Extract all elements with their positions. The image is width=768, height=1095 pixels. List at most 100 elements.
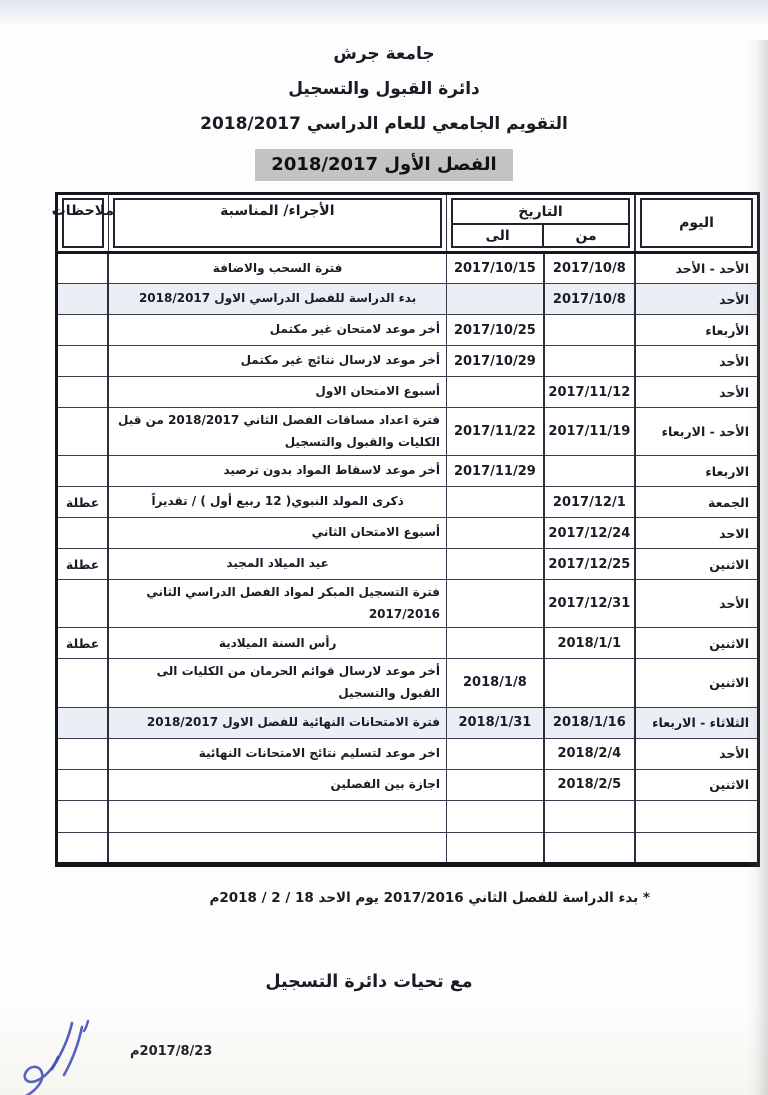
cell-date-from: 2018/2/4 xyxy=(542,737,636,770)
cell-event: اخر موعد لتسليم نتائج الامتحانات النهائي… xyxy=(107,737,448,770)
cell-event: أخر موعد لارسال قوائم الحرمان من الكليات… xyxy=(107,658,448,708)
table-row xyxy=(56,799,759,833)
cell-notes xyxy=(56,283,110,315)
cell-event: ذكرى المولد النبوي( 12 ربيع أول ) / تقدي… xyxy=(107,486,448,519)
cell-day xyxy=(633,799,759,833)
cell-date-to: 2018/1/31 xyxy=(446,706,545,739)
cell-date-to xyxy=(446,579,545,629)
header-cell-notes: ملاحظات xyxy=(52,193,114,254)
cell-date-to: 2018/1/8 xyxy=(446,658,545,708)
document-header: جامعة جرش دائرة القبول والتسجيل التقويم … xyxy=(0,0,768,181)
header-cell-date: التاريخ من الى xyxy=(446,193,635,254)
table-row: الأحد 2017/10/29 أخر موعد لارسال نتائج غير… xyxy=(56,345,759,377)
cell-event xyxy=(107,831,448,865)
calendar-table: اليوم التاريخ من الى الأجراء/ المناسبة xyxy=(52,192,760,867)
cell-notes xyxy=(56,345,110,377)
cell-date-to xyxy=(446,517,545,550)
cell-date-from: 2017/11/19 xyxy=(542,406,636,457)
cell-notes xyxy=(56,406,110,457)
cell-day: الأحد xyxy=(633,345,759,377)
semester-title: الفصل الأول 2018/2017 xyxy=(255,149,513,181)
event-header-label: الأجراء/ المناسبة xyxy=(112,198,443,248)
cell-notes xyxy=(56,376,110,408)
table-row: الاثنين 2018/1/8 أخر موعد لارسال قوائم الح… xyxy=(56,658,759,708)
cell-day xyxy=(633,831,759,865)
date-subheader: من الى xyxy=(453,225,628,246)
cell-day: الأحد xyxy=(633,579,759,629)
cell-date-to xyxy=(446,768,545,801)
cell-date-to xyxy=(446,486,545,519)
cell-day: الأحد xyxy=(633,737,759,770)
date-header-label: التاريخ xyxy=(453,200,628,225)
cell-date-to: 2017/10/25 xyxy=(446,314,545,346)
from-header-label: من xyxy=(542,225,628,246)
cell-date-to: 2017/10/15 xyxy=(446,252,545,284)
scan-artifact xyxy=(0,1005,768,1095)
cell-date-from: 2017/10/8 xyxy=(542,252,636,284)
cell-day: الاربعاء xyxy=(633,455,759,488)
cell-notes xyxy=(56,799,110,833)
cell-day: الاثنين xyxy=(633,658,759,708)
cell-notes: عطلة xyxy=(56,548,110,581)
cell-date-from xyxy=(542,345,636,377)
cell-day: الأربعاء xyxy=(633,314,759,346)
cell-date-from xyxy=(542,455,636,488)
table-row: الأحد - الأحد 2017/10/8 2017/10/15 فترة الس… xyxy=(56,252,759,284)
cell-day: الأحد - الاربعاء xyxy=(633,406,759,457)
cell-date-to xyxy=(446,376,545,408)
department-name: دائرة القبول والتسجيل xyxy=(288,79,480,99)
cell-event: رأس السنة الميلادية xyxy=(107,627,448,660)
cell-event: فترة اعداد مساقات الفصل الثاني 2018/2017… xyxy=(107,406,448,457)
cell-event: أسبوع الامتحان الثاني xyxy=(107,517,448,550)
cell-notes xyxy=(56,455,110,488)
cell-notes xyxy=(56,737,110,770)
cell-event: عيد الميلاد المجيد xyxy=(107,548,448,581)
table-row: الأحد 2017/11/12 أسبوع الامتحان الاول xyxy=(56,376,759,408)
signature-scribble-icon xyxy=(23,1019,90,1095)
table-row xyxy=(56,831,759,865)
cell-date-to xyxy=(446,831,545,865)
cell-event: فترة السحب والاضافة xyxy=(107,252,448,284)
cell-notes: عطلة xyxy=(56,486,110,519)
cell-event: فترة التسجيل المبكر لمواد الفصل الدراسي … xyxy=(107,579,448,629)
cell-day: الاثنين xyxy=(633,627,759,660)
cell-event: أخر موعد لامتحان غير مكتمل xyxy=(107,314,448,346)
table-row: الأحد 2017/12/31 فترة التسجيل المبكر لمواد… xyxy=(56,579,759,629)
cell-date-to xyxy=(446,799,545,833)
cell-notes xyxy=(56,579,110,629)
cell-date-from xyxy=(542,831,636,865)
cell-date-from: 2017/10/8 xyxy=(542,283,636,315)
cell-date-to: 2017/11/22 xyxy=(446,406,545,457)
cell-event: اجازة بين الفصلين xyxy=(107,768,448,801)
calendar-title: التقويم الجامعي للعام الدراسي 2018/2017 xyxy=(200,114,568,134)
cell-date-from: 2018/2/5 xyxy=(542,768,636,801)
cell-event xyxy=(107,799,448,833)
cell-date-from xyxy=(542,314,636,346)
cell-date-to xyxy=(446,548,545,581)
to-header-label: الى xyxy=(485,227,510,244)
table-row: الأحد - الاربعاء 2017/11/19 2017/11/22 فترة… xyxy=(56,406,759,457)
cell-date-to xyxy=(446,737,545,770)
date-header-box: التاريخ من الى xyxy=(451,198,630,248)
cell-date-from: 2018/1/1 xyxy=(542,627,636,660)
cell-date-from: 2017/12/24 xyxy=(542,517,636,550)
cell-date-from: 2018/1/16 xyxy=(542,706,636,739)
cell-date-to xyxy=(446,283,545,315)
table-row: الثلاثاء - الاربعاء 2018/1/16 2018/1/31 فتر… xyxy=(56,706,759,739)
cell-event: بدء الدراسة للفصل الدراسي الاول 2018/201… xyxy=(107,283,448,315)
cell-notes xyxy=(56,831,110,865)
cell-date-to xyxy=(446,627,545,660)
day-header-label: اليوم xyxy=(639,198,753,248)
cell-day: الاثنين xyxy=(633,768,759,801)
cell-date-to: 2017/11/29 xyxy=(446,455,545,488)
cell-date-from: 2017/11/12 xyxy=(542,376,636,408)
cell-notes xyxy=(56,768,110,801)
cell-date-from: 2017/12/25 xyxy=(542,548,636,581)
table-row: الأحد 2018/2/4 اخر موعد لتسليم نتائج الامت… xyxy=(56,737,759,770)
cell-day: الاثنين xyxy=(633,548,759,581)
cell-day: الثلاثاء - الاربعاء xyxy=(633,706,759,739)
cell-event: أسبوع الامتحان الاول xyxy=(107,376,448,408)
cell-date-to: 2017/10/29 xyxy=(446,345,545,377)
cell-day: الاحد xyxy=(633,517,759,550)
